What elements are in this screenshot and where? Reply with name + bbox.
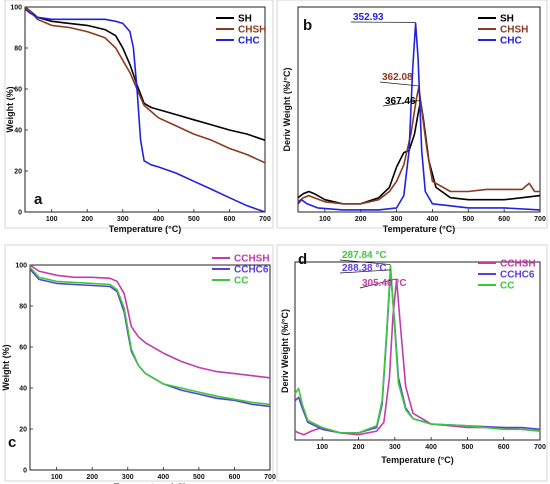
x-tick-label: 400 [425, 444, 437, 451]
x-tick-label: 300 [389, 444, 401, 451]
series-line-cc [294, 264, 541, 434]
x-tick-label: 600 [498, 444, 510, 451]
peak-label: 367.46 [385, 96, 416, 107]
x-tick-label: 500 [193, 474, 205, 481]
peak-pointer [382, 99, 421, 107]
y-tick-label: 100 [15, 263, 27, 270]
x-axis-title: Temperature (°C) [383, 224, 455, 234]
panel-letter: b [303, 17, 312, 34]
x-axis-title: Temperature (°C) [109, 224, 181, 234]
legend-label-chc: CHC [500, 36, 522, 47]
x-tick-label: 700 [534, 444, 546, 451]
x-tick-label: 300 [122, 474, 134, 481]
x-tick-label: 500 [188, 216, 200, 223]
x-axis-title: Temperature (°C) [114, 482, 186, 484]
x-tick-label: 400 [152, 216, 164, 223]
legend-label-cc: CC [500, 281, 514, 292]
y-tick-label: 20 [14, 169, 22, 176]
legend-label-chsh: CHSH [238, 25, 266, 36]
y-axis-title: Deriv Weight (%/°C) [280, 309, 290, 393]
legend-label-sh: SH [238, 14, 252, 25]
y-axis-title: Weight (%) [5, 86, 15, 132]
y-axis-title: Weight (%) [1, 344, 11, 390]
peak-label: 362.08 [382, 72, 413, 83]
x-tick-label: 200 [81, 216, 93, 223]
y-tick-label: 80 [14, 46, 22, 53]
legend-label-cc: CC [234, 276, 248, 287]
series-line-chsh [24, 6, 266, 164]
y-tick-label: 40 [14, 128, 22, 135]
y-axis-title: Deriv Weight (%/°C) [282, 68, 292, 152]
y-tick-label: 80 [19, 304, 27, 311]
y-tick-label: 60 [19, 345, 27, 352]
series-line-cc [29, 266, 271, 406]
y-tick-label: 60 [14, 87, 22, 94]
panel-b: 100 200 300 400 500 600 700 Temperature (°C) Der… [276, 0, 548, 234]
panel-a: 100 200 300 400 500 600 700 0 20 40 60 80 100 Tempera… [4, 0, 274, 234]
x-tick-label: 600 [229, 474, 241, 481]
x-tick-label: 200 [86, 474, 98, 481]
x-tick-label: 700 [264, 474, 276, 481]
x-tick-label: 200 [355, 216, 367, 223]
peak-pointer [379, 81, 419, 87]
plot-area [29, 264, 271, 471]
x-tick-label: 100 [46, 216, 58, 223]
x-tick-label: 300 [117, 216, 129, 223]
panel-c: 100 200 300 400 500 600 700 0 20 40 60 80 100 Tempera… [1, 244, 276, 484]
x-tick-label: 400 [427, 216, 439, 223]
x-tick-label: 100 [319, 216, 331, 223]
panel-letter: c [8, 434, 16, 451]
peak-label: 305.40 °C [362, 278, 407, 289]
legend-label-chsh: CHSH [500, 25, 528, 36]
y-tick-label: 40 [19, 386, 27, 393]
x-tick-label: 600 [224, 216, 236, 223]
x-tick-label: 300 [391, 216, 403, 223]
x-tick-label: 500 [462, 216, 474, 223]
peak-label: 287.84 °C [342, 250, 387, 261]
legend-label-sh: SH [500, 14, 514, 25]
series-line-chsh [297, 86, 540, 205]
x-tick-label: 600 [498, 216, 510, 223]
x-axis-title: Temperature (°C) [381, 455, 453, 465]
x-tick-label: 400 [157, 474, 169, 481]
peak-label: 352.93 [353, 12, 384, 23]
legend-label-cchc6: CCHC6 [234, 265, 269, 276]
series-line-sh [297, 100, 541, 205]
panel-letter: d [298, 251, 307, 268]
legend-label-cchc6: CCHC6 [500, 270, 535, 281]
y-tick-label: 20 [19, 427, 27, 434]
peak-label: 288.38 °C [342, 263, 387, 274]
plot-area [294, 261, 541, 441]
legend-label-chc: CHC [238, 36, 260, 47]
x-tick-label: 700 [259, 216, 271, 223]
series-line-cchsh [294, 278, 541, 436]
peak-pointer [339, 269, 391, 274]
x-tick-label: 500 [462, 444, 474, 451]
plot-area [24, 6, 266, 213]
panel-letter: a [34, 191, 43, 208]
series-line-chc [24, 8, 266, 213]
series-line-chc [297, 22, 541, 211]
x-tick-label: 100 [51, 474, 63, 481]
x-tick-label: 100 [316, 444, 328, 451]
y-tick-label: 0 [23, 468, 27, 475]
y-tick-label: 100 [10, 5, 22, 12]
peak-pointer [359, 278, 397, 289]
series-line-sh [24, 6, 266, 142]
x-tick-label: 700 [534, 216, 546, 223]
peak-pointer [339, 259, 391, 265]
x-tick-label: 200 [353, 444, 365, 451]
series-line-cchsh [29, 264, 271, 379]
panel-d: 100 200 300 400 500 600 700 Temperature (°C) Der… [276, 244, 548, 482]
legend-label-cchsh: CCHSH [500, 259, 536, 270]
legend-label-cchsh: CCHSH [234, 254, 270, 265]
y-tick-label: 0 [18, 210, 22, 217]
